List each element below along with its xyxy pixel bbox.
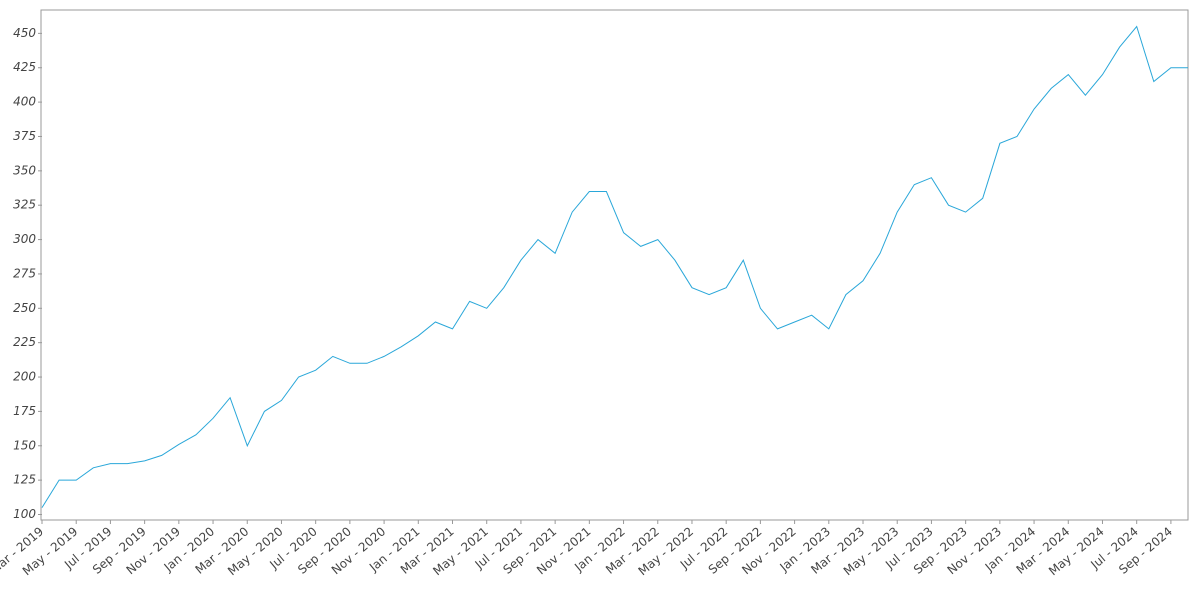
y-tick-label: 250 (13, 301, 36, 315)
y-tick-label: 300 (13, 232, 36, 246)
price-line (41, 25, 1188, 508)
y-tick-label: 350 (13, 163, 36, 177)
y-tick-label: 125 (13, 473, 36, 487)
y-tick-label: 450 (13, 26, 36, 40)
y-tick-label: 400 (13, 95, 36, 109)
y-tick-label: 325 (13, 198, 36, 212)
y-tick-label: 425 (13, 60, 36, 74)
plot-frame (40, 9, 1189, 521)
y-tick-label: 100 (13, 507, 36, 521)
y-tick-label: 150 (13, 438, 36, 452)
y-tick-label: 200 (13, 370, 36, 384)
y-tick-label: 175 (13, 404, 36, 418)
y-tick-label: 225 (13, 335, 36, 349)
y-tick-label: 275 (13, 266, 36, 280)
y-tick-label: 375 (13, 129, 36, 143)
